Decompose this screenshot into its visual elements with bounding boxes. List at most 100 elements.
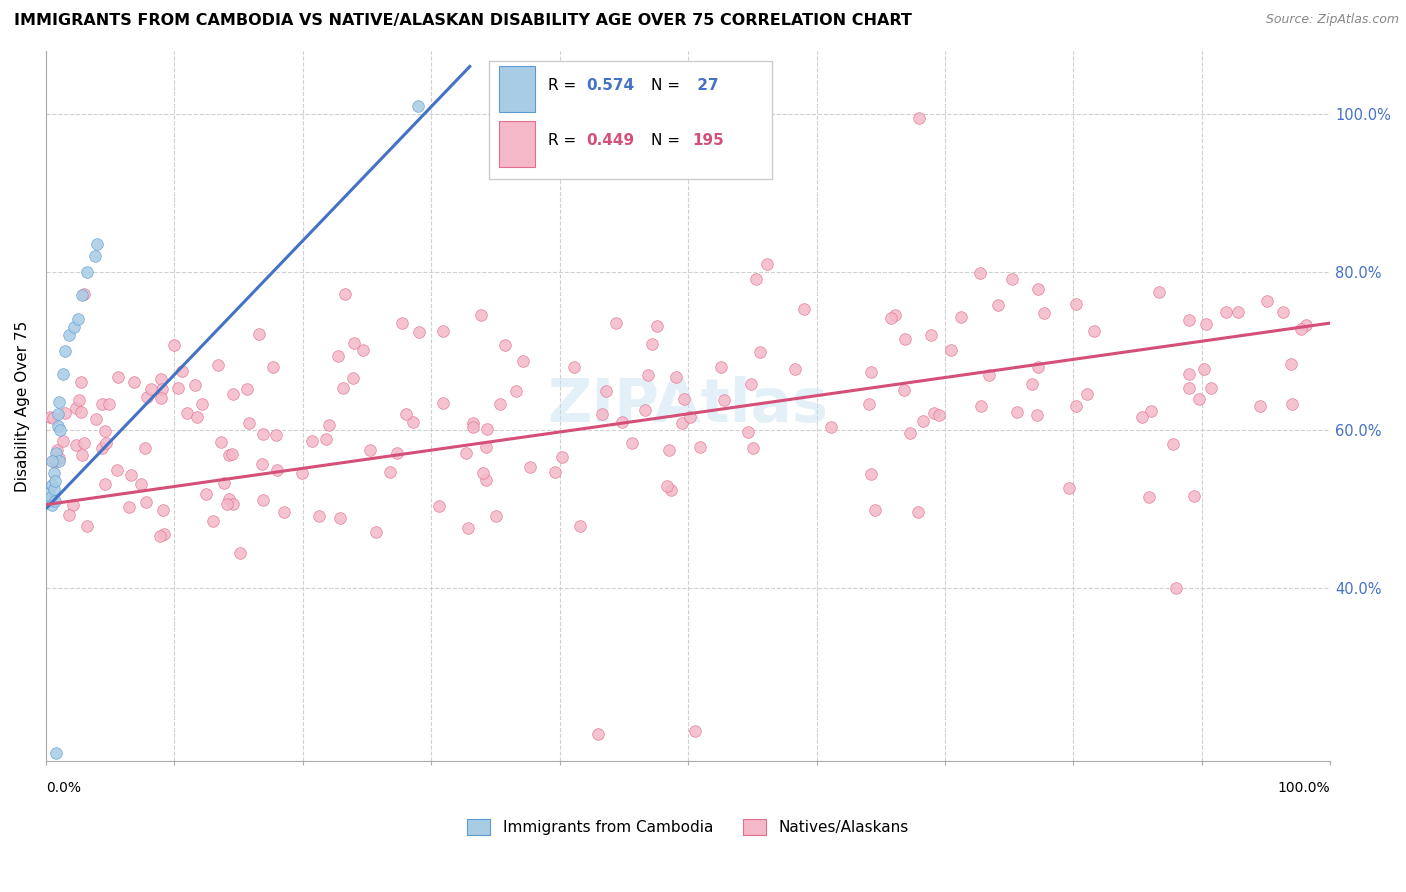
Point xyxy=(53,343,76,358)
Point xyxy=(38,485,60,500)
Point xyxy=(907,505,929,519)
Point xyxy=(46,418,69,433)
Point xyxy=(166,381,188,395)
Point xyxy=(38,493,60,508)
Point xyxy=(222,497,245,511)
Point xyxy=(457,521,479,535)
Point xyxy=(195,486,218,500)
Point xyxy=(544,466,567,480)
Point xyxy=(1188,392,1211,406)
Point xyxy=(86,237,108,252)
Text: N =: N = xyxy=(651,133,685,148)
Point xyxy=(135,494,157,508)
Text: ZIPAtlas: ZIPAtlas xyxy=(547,376,828,435)
Point xyxy=(689,440,711,454)
Point xyxy=(236,382,259,396)
Point xyxy=(551,450,574,465)
Point xyxy=(70,376,93,390)
Point xyxy=(63,320,86,334)
Point xyxy=(432,396,454,410)
Point xyxy=(364,524,387,539)
Point xyxy=(1026,282,1049,296)
Point xyxy=(1195,317,1218,331)
Point xyxy=(863,502,886,516)
Point xyxy=(641,336,664,351)
Point xyxy=(105,463,128,477)
Point xyxy=(1064,297,1087,311)
Point xyxy=(212,476,235,491)
Point xyxy=(745,271,768,285)
Point xyxy=(352,343,374,357)
Point xyxy=(512,353,534,368)
Point xyxy=(519,459,541,474)
Point xyxy=(342,370,364,384)
Point xyxy=(131,477,153,491)
Point xyxy=(207,358,229,372)
Point xyxy=(740,376,762,391)
Point xyxy=(41,411,63,425)
Point xyxy=(1083,324,1105,338)
Point xyxy=(70,288,93,302)
Point xyxy=(221,447,243,461)
Point xyxy=(949,310,972,324)
Point xyxy=(215,497,238,511)
Point xyxy=(1076,386,1098,401)
Point xyxy=(1215,304,1237,318)
Point xyxy=(49,423,72,437)
Point xyxy=(141,383,163,397)
Point xyxy=(884,308,907,322)
Point xyxy=(252,492,274,507)
Point xyxy=(333,287,356,301)
Text: R =: R = xyxy=(548,133,581,148)
Point xyxy=(922,406,945,420)
Point xyxy=(1256,294,1278,309)
Point xyxy=(1295,318,1317,333)
Point xyxy=(84,412,107,426)
Point xyxy=(820,420,842,434)
Point xyxy=(153,527,176,541)
Point xyxy=(908,111,931,125)
Point xyxy=(44,493,66,508)
Point xyxy=(470,308,492,322)
Point xyxy=(620,436,643,450)
Point xyxy=(229,546,252,560)
Point xyxy=(1033,306,1056,320)
Point xyxy=(247,326,270,341)
Point xyxy=(308,509,330,524)
Text: 27: 27 xyxy=(692,78,718,93)
Point xyxy=(748,345,770,359)
Point xyxy=(46,407,69,421)
Point xyxy=(70,405,93,419)
Point xyxy=(1227,304,1250,318)
Point xyxy=(67,392,90,407)
Point xyxy=(494,338,516,352)
Point xyxy=(977,368,1000,382)
Point xyxy=(941,343,963,357)
Point xyxy=(150,391,173,405)
Point xyxy=(273,504,295,518)
Point xyxy=(893,383,915,397)
Point xyxy=(58,327,80,342)
Point xyxy=(1178,368,1201,382)
Point xyxy=(44,452,66,467)
Point xyxy=(48,450,70,465)
Text: N =: N = xyxy=(651,78,685,93)
Point xyxy=(76,265,98,279)
Point xyxy=(209,434,232,449)
Point xyxy=(76,518,98,533)
Point xyxy=(1161,437,1184,451)
Point xyxy=(149,529,172,543)
Point xyxy=(45,747,67,761)
Point xyxy=(880,310,903,325)
Point xyxy=(328,510,350,524)
Point xyxy=(45,446,67,460)
Point xyxy=(591,407,613,421)
Point xyxy=(184,378,207,392)
Point xyxy=(176,406,198,420)
Point xyxy=(461,416,484,430)
Point xyxy=(969,266,991,280)
Point xyxy=(679,410,702,425)
Point xyxy=(318,417,340,432)
Point xyxy=(238,416,260,430)
Point xyxy=(928,409,950,423)
